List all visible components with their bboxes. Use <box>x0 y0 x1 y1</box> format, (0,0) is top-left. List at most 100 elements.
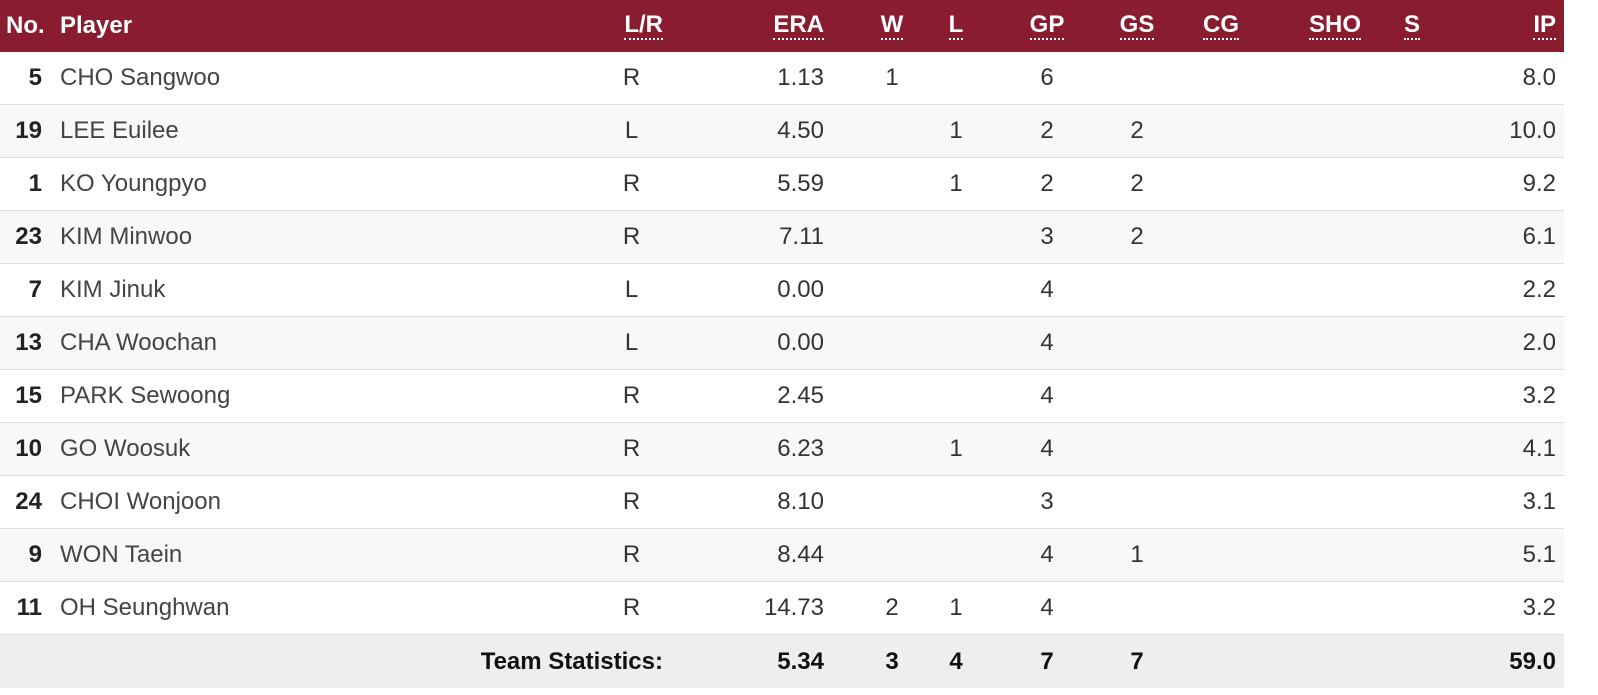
row-sho <box>1300 476 1370 528</box>
header-cg[interactable]: CG <box>1192 0 1250 52</box>
row-w: 1 <box>885 64 899 91</box>
row-gs <box>1108 370 1166 422</box>
row-s <box>1396 476 1428 528</box>
row-s <box>1396 264 1428 316</box>
row-gp: 6 <box>1040 64 1054 91</box>
row-player[interactable]: CHOI Wonjoon <box>60 488 221 515</box>
header-gp[interactable]: GP <box>1018 0 1076 52</box>
row-w <box>868 317 916 369</box>
row-player[interactable]: LEE Euilee <box>60 117 179 144</box>
row-gs: 2 <box>1130 223 1144 250</box>
row-w <box>868 158 916 210</box>
row-cg <box>1192 370 1250 422</box>
header-s[interactable]: S <box>1396 0 1428 52</box>
row-l: 1 <box>949 594 963 621</box>
row-s <box>1396 105 1428 157</box>
row-gp: 4 <box>1040 276 1054 303</box>
row-gs <box>1108 52 1166 104</box>
table-row: 15 PARK Sewoong R 2.45 4 3.2 <box>0 370 1564 423</box>
table-row: 7 KIM Jinuk L 0.00 4 2.2 <box>0 264 1564 317</box>
row-gs <box>1108 476 1166 528</box>
row-sho <box>1300 52 1370 104</box>
row-w <box>868 529 916 581</box>
row-l <box>932 211 980 263</box>
row-cg <box>1192 582 1250 634</box>
row-s <box>1396 317 1428 369</box>
row-l <box>932 52 980 104</box>
row-w <box>868 476 916 528</box>
header-no[interactable]: No. <box>6 12 45 39</box>
team-gs: 7 <box>1130 647 1144 675</box>
team-l: 4 <box>949 647 963 675</box>
table-row: 19 LEE Euilee L 4.50 1 2 2 10.0 <box>0 105 1564 158</box>
row-gs <box>1108 582 1166 634</box>
row-number: 19 <box>15 117 42 144</box>
row-cg <box>1192 423 1250 475</box>
row-l: 1 <box>949 117 963 144</box>
row-sho <box>1300 105 1370 157</box>
header-gs[interactable]: GS <box>1108 0 1166 52</box>
row-gp: 4 <box>1040 594 1054 621</box>
row-l: 1 <box>949 170 963 197</box>
team-era: 5.34 <box>777 647 824 675</box>
row-s <box>1396 582 1428 634</box>
row-lr: R <box>622 223 641 250</box>
row-sho <box>1300 529 1370 581</box>
row-lr: R <box>622 170 641 197</box>
row-era: 4.50 <box>777 117 824 144</box>
row-player[interactable]: GO Woosuk <box>60 435 191 462</box>
row-s <box>1396 529 1428 581</box>
team-ip: 59.0 <box>1509 647 1556 675</box>
row-player[interactable]: KO Youngpyo <box>60 170 207 197</box>
row-gp: 2 <box>1040 117 1054 144</box>
row-gp: 4 <box>1040 435 1054 462</box>
header-ip[interactable]: IP <box>1460 0 1556 52</box>
header-gs-label: GS <box>1119 11 1155 40</box>
row-l <box>932 476 980 528</box>
row-ip: 3.2 <box>1522 594 1556 621</box>
row-lr: R <box>622 541 641 568</box>
row-number: 10 <box>15 435 42 462</box>
row-l <box>932 370 980 422</box>
row-l <box>932 529 980 581</box>
row-lr: R <box>622 594 641 621</box>
row-s <box>1396 370 1428 422</box>
table-row: 1 KO Youngpyo R 5.59 1 2 2 9.2 <box>0 158 1564 211</box>
row-cg <box>1192 317 1250 369</box>
header-era[interactable]: ERA <box>740 0 824 52</box>
row-era: 5.59 <box>777 170 824 197</box>
row-l <box>932 317 980 369</box>
header-player[interactable]: Player <box>60 12 133 39</box>
row-era: 7.11 <box>779 223 824 250</box>
row-player[interactable]: OH Seunghwan <box>60 594 230 621</box>
row-lr: L <box>624 329 639 356</box>
header-w[interactable]: W <box>868 0 916 52</box>
row-gp: 4 <box>1040 329 1054 356</box>
header-era-label: ERA <box>773 11 824 40</box>
row-player[interactable]: KIM Jinuk <box>60 276 166 303</box>
row-era: 0.00 <box>777 276 824 303</box>
row-player[interactable]: WON Taein <box>60 541 183 568</box>
row-ip: 2.2 <box>1522 276 1556 303</box>
row-lr: L <box>624 117 639 144</box>
header-lr[interactable]: L/R <box>600 0 663 52</box>
row-gs: 2 <box>1130 117 1144 144</box>
row-sho <box>1300 423 1370 475</box>
row-s <box>1396 423 1428 475</box>
row-player[interactable]: KIM Minwoo <box>60 223 193 250</box>
table-row: 13 CHA Woochan L 0.00 4 2.0 <box>0 317 1564 370</box>
row-player[interactable]: PARK Sewoong <box>60 382 231 409</box>
team-gp: 7 <box>1040 647 1054 675</box>
row-player[interactable]: CHA Woochan <box>60 329 217 356</box>
row-sho <box>1300 317 1370 369</box>
row-w <box>868 370 916 422</box>
pitching-stats-table: No. Player L/R ERA W L GP GS CG SHO S IP… <box>0 0 1564 688</box>
header-gp-label: GP <box>1029 11 1065 40</box>
header-sho[interactable]: SHO <box>1300 0 1370 52</box>
row-w <box>868 423 916 475</box>
row-number: 24 <box>15 488 42 515</box>
row-ip: 9.2 <box>1522 170 1556 197</box>
row-gp: 3 <box>1040 223 1054 250</box>
row-player[interactable]: CHO Sangwoo <box>60 64 221 91</box>
header-l[interactable]: L <box>932 0 980 52</box>
